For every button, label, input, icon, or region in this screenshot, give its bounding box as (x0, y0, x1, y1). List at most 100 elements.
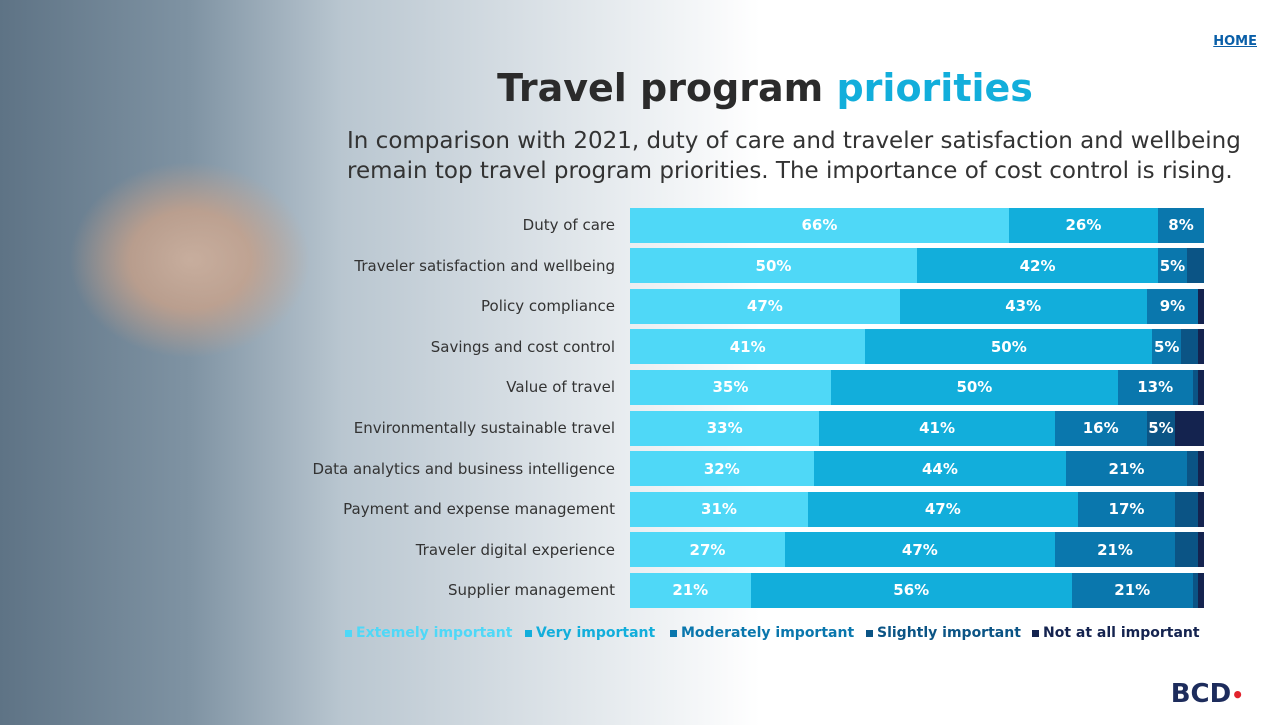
bar-segment (1054, 410, 1147, 446)
value-label: 16% (1082, 419, 1119, 437)
category-label: Value of travel (506, 378, 615, 397)
bar-segment (1175, 410, 1204, 446)
value-label: 43% (1005, 297, 1042, 316)
legend-swatch (670, 629, 677, 637)
bar-segment (899, 288, 1147, 324)
logo: BCD• (1171, 679, 1244, 709)
title-highlight: priorities (836, 66, 1033, 110)
bar-segment (1158, 207, 1204, 243)
bar-segment (1146, 288, 1199, 324)
bar-segment (1008, 207, 1159, 243)
value-label: 35% (712, 378, 749, 397)
bar-segment (1071, 572, 1193, 608)
bar-segment (1198, 532, 1204, 568)
value-label: 9% (1159, 297, 1186, 316)
legend-item: Slightly important (866, 625, 1021, 641)
bar-segment (1198, 329, 1204, 365)
bar-segment (1198, 491, 1204, 527)
value-label: 31% (701, 500, 737, 519)
chart-title: Travel program priorities (330, 66, 1200, 110)
value-label: 27% (689, 540, 726, 559)
title-text: Travel program (497, 66, 824, 110)
bar-segment (1117, 369, 1193, 405)
bar-segment (1198, 369, 1204, 405)
bar-segment (630, 248, 917, 284)
legend-label: Very important (536, 625, 656, 641)
value-label: 41% (919, 419, 956, 437)
bar-segment (1066, 451, 1187, 487)
bar-segment (630, 532, 785, 568)
value-label: 47% (901, 540, 938, 559)
legend-swatch (525, 629, 532, 637)
legend-item: Extemely important (345, 625, 512, 641)
value-label: 13% (1137, 378, 1174, 397)
value-label: 21% (1114, 581, 1151, 600)
bar-segment (1054, 532, 1176, 568)
logo-text: BCD (1170, 679, 1232, 709)
bar-segment (630, 369, 831, 405)
value-label: 47% (924, 500, 961, 519)
value-label: 8% (1168, 216, 1194, 234)
bar-segment (865, 329, 1153, 365)
bar-segment (830, 369, 1118, 405)
bar-segment (1181, 329, 1199, 365)
value-label: 42% (1019, 256, 1056, 275)
bar-segment (813, 451, 1067, 487)
legend-swatch (866, 629, 873, 637)
category-label: Data analytics and business intelligence (312, 459, 615, 478)
value-label: 50% (956, 378, 993, 397)
value-label: 5% (1153, 337, 1180, 356)
category-label: Supplier management (447, 581, 615, 600)
category-label: Traveler digital experience (415, 540, 615, 559)
value-label: 50% (755, 256, 792, 275)
subtitle: In comparison with 2021, duty of care an… (347, 128, 1241, 154)
legend-swatch (1032, 629, 1039, 637)
bar-segment (1192, 369, 1199, 405)
bar-segment (750, 572, 1072, 608)
value-label: 5% (1148, 419, 1174, 437)
bar-segment (630, 491, 808, 527)
legend-label: Extemely important (356, 625, 513, 641)
bar-segment (1175, 532, 1199, 568)
subtitle: remain top travel program priorities. Th… (347, 158, 1233, 184)
value-label: 33% (706, 419, 743, 437)
bar-segment (1158, 248, 1187, 284)
legend-label: Moderately important (681, 625, 855, 641)
legend-label: Not at all important (1043, 625, 1200, 641)
value-label: 26% (1065, 216, 1102, 234)
bar-segment (1198, 288, 1204, 324)
bar-segment (1146, 410, 1176, 446)
category-label: Traveler satisfaction and wellbeing (354, 256, 615, 275)
category-label: Duty of care (522, 216, 615, 234)
bar-segment (807, 491, 1078, 527)
logo-dots: • (1231, 683, 1244, 707)
bar-segment (1192, 572, 1199, 608)
value-label: 47% (746, 297, 783, 316)
bar-segment (630, 329, 866, 365)
category-label: Payment and expense management (343, 500, 615, 519)
value-label: 66% (801, 216, 838, 234)
bar-segment (1152, 329, 1182, 365)
bar-segment (1186, 451, 1199, 487)
home-link[interactable]: HOME (1213, 34, 1257, 49)
category-label: Savings and cost control (430, 337, 615, 356)
value-label: 44% (922, 459, 958, 478)
bar-segment (819, 410, 1055, 446)
value-label: 21% (672, 581, 709, 600)
value-label: 21% (1097, 540, 1133, 559)
bar-segment (630, 572, 751, 608)
value-label: 56% (893, 581, 930, 600)
value-label: 32% (703, 459, 740, 478)
value-label: 41% (729, 337, 766, 356)
legend-label: Slightly important (877, 625, 1021, 641)
bar-segment (630, 451, 814, 487)
bar-segment (1077, 491, 1176, 527)
category-label: Environmentally sustainable travel (353, 419, 615, 437)
legend-swatch (345, 629, 352, 637)
bar-segment (1175, 491, 1199, 527)
bar-segment (1198, 451, 1204, 487)
category-label: Policy compliance (481, 297, 615, 316)
value-label: 5% (1159, 256, 1186, 275)
legend-item: Very important (525, 625, 655, 641)
